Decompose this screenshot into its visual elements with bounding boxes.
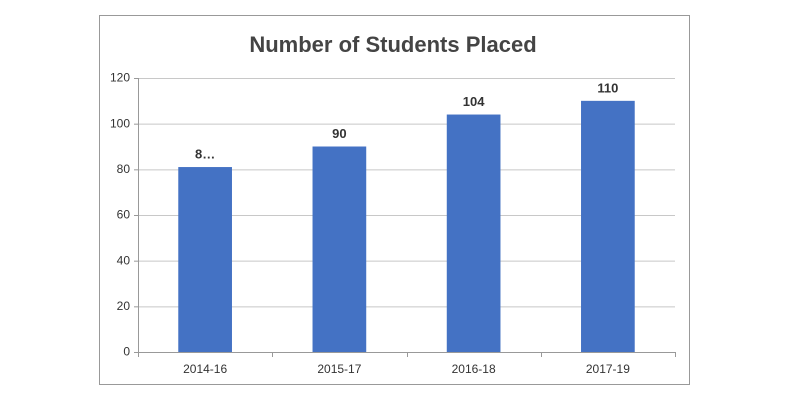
y-tick-label: 100 <box>110 116 130 130</box>
chart-title: Number of Students Placed <box>249 32 536 57</box>
data-label: 8… <box>195 146 215 161</box>
x-tick-label: 2016-18 <box>452 362 496 376</box>
y-tick-label: 20 <box>117 299 131 313</box>
y-tick-label: 60 <box>117 208 131 222</box>
bar <box>446 114 501 353</box>
y-tick-label: 40 <box>117 253 131 267</box>
bar <box>581 100 635 352</box>
data-label: 110 <box>597 80 618 95</box>
data-label: 90 <box>332 126 346 141</box>
x-tick-label: 2015-17 <box>317 362 361 376</box>
x-tick-label: 2014-16 <box>183 362 227 376</box>
data-label: 104 <box>463 94 485 109</box>
bar <box>178 167 232 352</box>
x-tick-label: 2017-19 <box>586 362 630 376</box>
bar <box>312 146 367 352</box>
y-tick-label: 0 <box>123 345 130 359</box>
y-tick-label: 120 <box>110 71 130 85</box>
y-tick-label: 80 <box>117 162 131 176</box>
